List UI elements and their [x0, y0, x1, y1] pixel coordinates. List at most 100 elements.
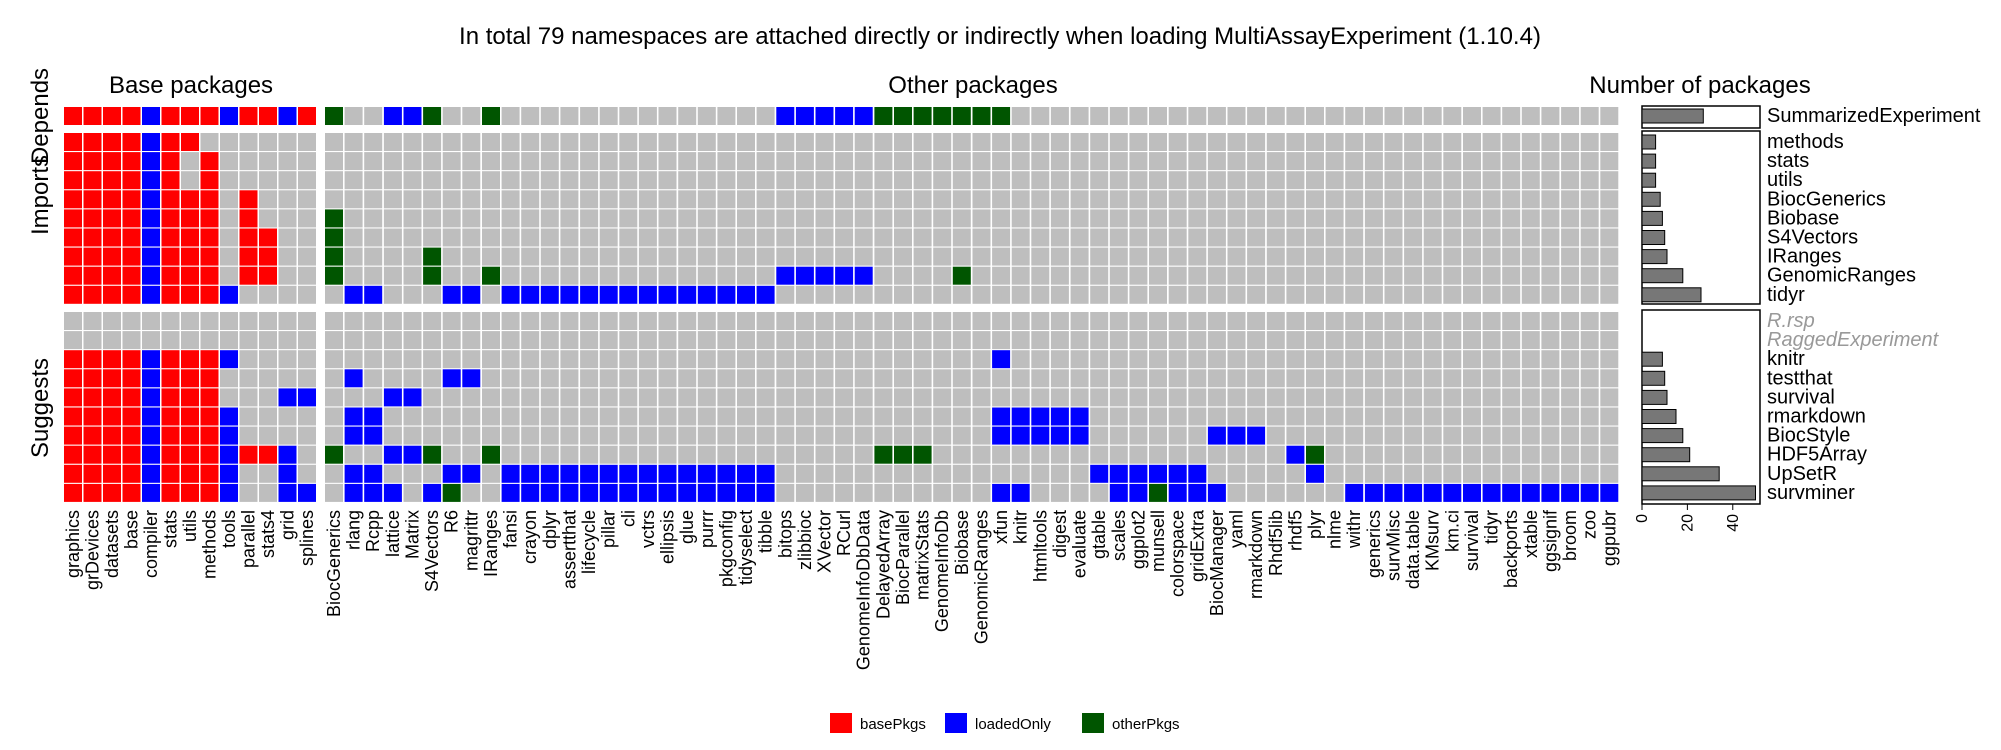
heatmap-cell: [1149, 445, 1167, 464]
heatmap-cell: [894, 331, 912, 350]
group-label: Depends: [27, 68, 54, 164]
heatmap-cell: [181, 190, 199, 209]
heatmap-cell: [1325, 247, 1344, 266]
heatmap-cell: [1227, 350, 1246, 369]
heatmap-cell: [1345, 464, 1364, 483]
heatmap-cell: [239, 171, 258, 190]
heatmap-cell: [1345, 285, 1364, 304]
heatmap-cell: [423, 285, 442, 304]
heatmap-cell: [874, 407, 893, 426]
heatmap-cell: [1306, 190, 1324, 209]
heatmap-cell: [64, 388, 82, 407]
heatmap-cell: [1423, 464, 1442, 483]
heatmap-cell: [423, 369, 442, 388]
heatmap-cell: [83, 426, 102, 445]
heatmap-cell: [854, 350, 873, 369]
heatmap-cell: [462, 190, 481, 209]
count-bar: [1641, 389, 1668, 405]
heatmap-cell: [482, 350, 500, 369]
column-label: nlme: [1325, 510, 1345, 549]
heatmap-cell: [1188, 266, 1207, 285]
heatmap-cell: [1482, 247, 1501, 266]
heatmap-cell: [344, 464, 363, 483]
heatmap-cell: [1109, 171, 1128, 190]
heatmap-cell: [83, 171, 102, 190]
heatmap-cell: [1227, 285, 1246, 304]
heatmap-cell: [972, 171, 991, 190]
heatmap-cell: [1266, 152, 1285, 171]
heatmap-cell: [423, 247, 442, 266]
heatmap-cell: [1561, 369, 1580, 388]
row-label: BiocGenerics: [1767, 188, 1886, 210]
heatmap-cell: [1541, 483, 1560, 502]
heatmap-cell: [1423, 266, 1442, 285]
heatmap-cell: [599, 266, 618, 285]
heatmap-cell: [737, 331, 755, 350]
heatmap-cell: [1109, 228, 1128, 247]
heatmap-cell: [403, 247, 422, 266]
heatmap-cell: [1443, 171, 1462, 190]
heatmap-cell: [580, 369, 599, 388]
heatmap-cell: [1011, 209, 1030, 228]
heatmap-cell: [1227, 152, 1246, 171]
heatmap-cell: [619, 209, 638, 228]
heatmap-cell: [1149, 209, 1167, 228]
heatmap-cell: [1325, 209, 1344, 228]
heatmap-cell: [1266, 228, 1285, 247]
heatmap-cell: [1031, 171, 1050, 190]
heatmap-cell: [364, 152, 383, 171]
heatmap-cell: [501, 369, 520, 388]
heatmap-cell: [278, 152, 297, 171]
heatmap-cell: [1561, 228, 1580, 247]
column-label: zlibbioc: [795, 510, 815, 570]
heatmap-cell: [1227, 483, 1246, 502]
heatmap-cell: [1463, 171, 1481, 190]
heatmap-cell: [795, 331, 814, 350]
heatmap-cell: [678, 369, 697, 388]
column-label: IRanges: [481, 510, 501, 577]
heatmap-cell: [103, 107, 121, 125]
column-label: splines: [297, 510, 317, 566]
heatmap-cell: [1502, 247, 1521, 266]
heatmap-cell: [540, 350, 559, 369]
heatmap-cell: [103, 426, 121, 445]
heatmap-cell: [1463, 133, 1481, 151]
heatmap-cell: [697, 190, 716, 209]
heatmap-cell: [1031, 266, 1050, 285]
heatmap-cell: [1325, 464, 1344, 483]
heatmap-cell: [835, 464, 854, 483]
heatmap-cell: [1482, 426, 1501, 445]
heatmap-cell: [501, 266, 520, 285]
heatmap-cell: [678, 483, 697, 502]
heatmap-cell: [220, 445, 238, 464]
heatmap-cell: [142, 228, 160, 247]
x-axis-tick-label: 0: [1634, 514, 1651, 523]
heatmap-cell: [638, 388, 657, 407]
heatmap-cell: [717, 190, 736, 209]
heatmap-cell: [442, 228, 461, 247]
heatmap-cell: [1011, 266, 1030, 285]
heatmap-cell: [64, 464, 82, 483]
heatmap-cell: [1050, 107, 1069, 125]
heatmap-cell: [278, 369, 297, 388]
heatmap-cell: [560, 464, 579, 483]
heatmap-cell: [1011, 464, 1030, 483]
heatmap-cell: [442, 133, 461, 151]
heatmap-cell: [874, 228, 893, 247]
heatmap-cell: [325, 190, 343, 209]
heatmap-cell: [894, 107, 912, 125]
count-bar: [1641, 230, 1666, 245]
heatmap-cell: [1129, 133, 1148, 151]
heatmap-cell: [442, 483, 461, 502]
heatmap-cell: [482, 171, 500, 190]
heatmap-cell: [1168, 247, 1187, 266]
heatmap-cell: [1482, 228, 1501, 247]
heatmap-cell: [1188, 209, 1207, 228]
column-label: grid: [278, 510, 298, 540]
heatmap-cell: [278, 331, 297, 350]
heatmap-cell: [560, 426, 579, 445]
heatmap-cell: [200, 266, 219, 285]
heatmap-cell: [1541, 407, 1560, 426]
heatmap-cell: [638, 133, 657, 151]
heatmap-cell: [1404, 152, 1423, 171]
